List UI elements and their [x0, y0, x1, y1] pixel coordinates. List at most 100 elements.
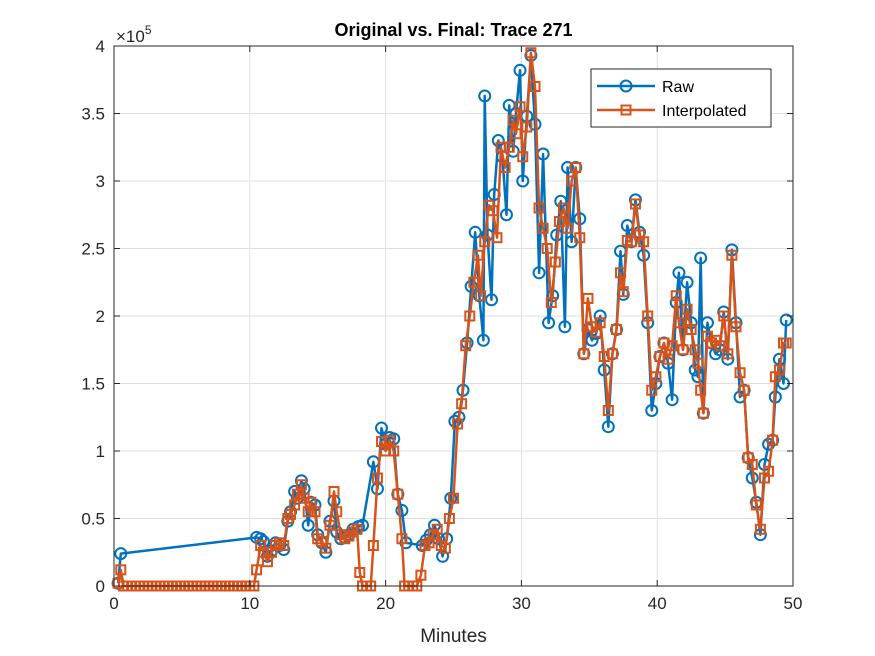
data-point: [666, 340, 678, 352]
data-point: [593, 309, 607, 323]
data-point: [351, 523, 363, 535]
data-point: [328, 486, 340, 497]
data-point: [521, 121, 533, 133]
x-tick-label: 20: [376, 594, 395, 613]
data-point: [570, 162, 582, 173]
data-point: [767, 434, 779, 446]
data-point: [388, 445, 400, 457]
y-tick-label: 2.5: [81, 240, 105, 259]
data-point: [602, 405, 614, 416]
data-point: [763, 465, 775, 477]
data-point: [714, 340, 726, 352]
data-point: [468, 276, 480, 288]
data-point: [750, 499, 762, 511]
data-point: [510, 128, 522, 140]
data-point: [115, 564, 127, 576]
data-point: [529, 81, 541, 92]
data-point: [439, 542, 451, 554]
data-point: [517, 151, 529, 163]
data-point: [773, 364, 785, 376]
data-point: [476, 333, 490, 347]
data-point: [610, 324, 622, 335]
data-point: [549, 256, 561, 268]
data-point: [478, 89, 492, 103]
series-layer: [111, 47, 793, 592]
data-point: [726, 249, 738, 261]
data-point: [491, 134, 505, 147]
y-tick-label: 1: [96, 442, 105, 461]
data-point: [320, 542, 332, 554]
x-tick-label: 40: [648, 594, 667, 613]
data-point: [695, 384, 707, 396]
data-point: [681, 303, 693, 315]
data-point: [561, 161, 575, 174]
data-point: [448, 492, 459, 504]
data-point: [324, 519, 336, 531]
y-tick-label: 1.5: [81, 375, 105, 394]
data-point: [443, 513, 455, 524]
data-point: [472, 249, 484, 261]
data-point: [780, 337, 792, 349]
data-point: [645, 404, 659, 417]
data-point: [638, 236, 650, 248]
legend-item: Raw: [597, 79, 694, 96]
data-point: [553, 216, 565, 227]
data-point: [562, 222, 574, 234]
data-point: [650, 371, 662, 383]
data-point: [499, 208, 513, 222]
x-tick-label: 10: [240, 594, 259, 613]
data-point: [460, 340, 472, 352]
data-point: [617, 286, 629, 298]
data-point: [375, 421, 389, 435]
data-point: [670, 290, 682, 302]
data-point: [499, 162, 511, 173]
y-exponent-base: ×10: [116, 27, 145, 46]
data-point: [464, 310, 476, 322]
data-point: [514, 101, 526, 113]
data-point: [746, 459, 758, 470]
data-point: [367, 540, 379, 551]
data-point: [532, 266, 546, 280]
data-point: [554, 194, 568, 208]
data-point: [392, 488, 404, 500]
data-point: [615, 267, 627, 279]
data-point: [371, 472, 383, 484]
data-point: [295, 479, 307, 491]
data-point: [396, 533, 408, 545]
data-point: [468, 225, 482, 239]
y-tick-label: 3: [96, 172, 105, 191]
data-point: [479, 236, 491, 248]
data-point: [309, 506, 321, 518]
data-point: [456, 398, 468, 410]
data-point: [620, 104, 632, 116]
data-point: [541, 243, 553, 254]
data-point: [491, 232, 503, 244]
y-tick-label: 4: [96, 37, 105, 56]
data-point: [557, 202, 569, 214]
data-point: [545, 297, 557, 308]
data-point: [452, 418, 464, 430]
data-point: [754, 523, 766, 535]
x-axis-label: Minutes: [420, 626, 487, 647]
data-point: [513, 63, 527, 77]
data-point: [688, 363, 702, 377]
y-exponent: ×105: [116, 23, 152, 46]
data-point: [537, 222, 549, 234]
data-point: [672, 266, 686, 280]
data-point: [738, 384, 750, 396]
legend-box: [590, 68, 772, 128]
data-point: [700, 316, 714, 330]
data-point: [625, 236, 637, 248]
data-point: [718, 310, 730, 322]
data-point: [680, 275, 694, 289]
y-tick-label: 0: [96, 577, 105, 596]
data-point: [254, 532, 268, 546]
data-point: [395, 503, 409, 517]
data-point: [779, 313, 793, 327]
data-point: [475, 290, 487, 302]
data-point: [525, 47, 537, 59]
data-point: [722, 348, 734, 360]
data-point: [697, 407, 709, 419]
data-point: [542, 316, 556, 330]
data-point: [734, 367, 746, 379]
